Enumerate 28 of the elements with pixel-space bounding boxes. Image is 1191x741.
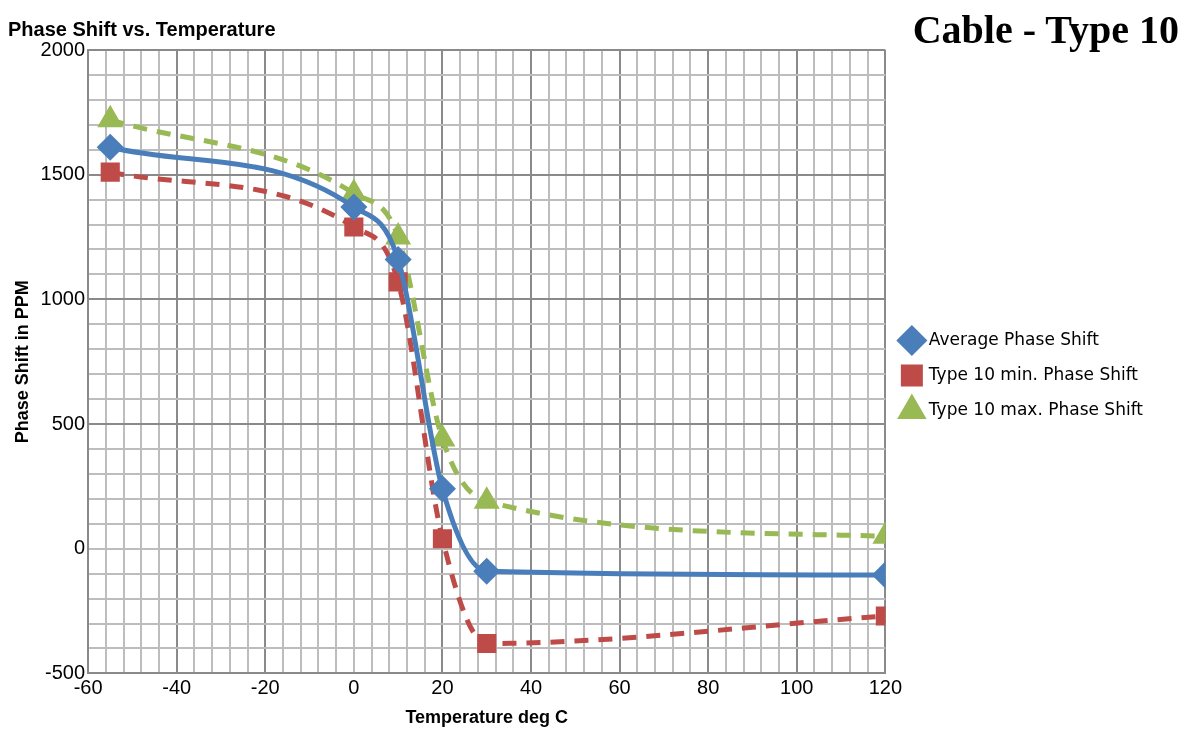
- x-tick-label: 40: [519, 675, 543, 698]
- x-tick-label: 120: [868, 675, 903, 698]
- x-tick-label: 60: [608, 675, 631, 698]
- point: [429, 476, 455, 502]
- y-axis-title: Phase Shift in PPM: [11, 280, 32, 444]
- y-tick-label: 1500: [40, 162, 86, 185]
- point: [385, 246, 411, 272]
- y-tick-label: 2000: [40, 37, 86, 60]
- legend-label: Average Phase Shift: [928, 328, 1100, 349]
- y-tick-label: 500: [51, 411, 86, 434]
- x-tick-label: 0: [348, 675, 360, 698]
- legend-label: Type 10 max. Phase Shift: [927, 398, 1144, 419]
- point: [341, 194, 367, 220]
- chart-title: Phase Shift vs. Temperature: [8, 17, 276, 40]
- point: [344, 217, 364, 237]
- x-tick-label: 100: [780, 675, 814, 698]
- point: [432, 529, 453, 549]
- y-tick-label: 1000: [40, 286, 86, 309]
- y-tick-label: 0: [73, 536, 86, 559]
- x-tick-label: 80: [697, 675, 720, 698]
- point: [477, 633, 497, 654]
- text: Cable - Type 10: [912, 7, 1179, 52]
- x-axis-title: Temperature deg C: [405, 707, 569, 728]
- legend-label: Type 10 min. Phase Shift: [927, 363, 1139, 384]
- point: [474, 558, 500, 584]
- x-tick-label: 20: [431, 675, 454, 698]
- x-tick-label: -40: [162, 675, 192, 698]
- x-tick-label: -20: [250, 675, 280, 698]
